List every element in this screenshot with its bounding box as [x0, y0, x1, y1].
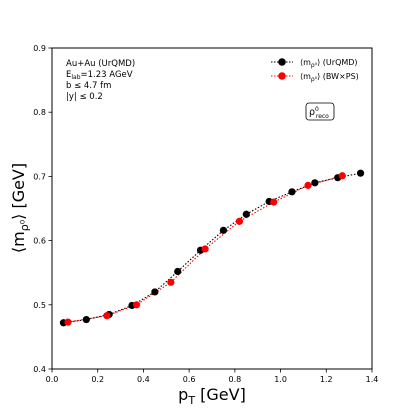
series-1-point	[304, 181, 312, 189]
series-1-point	[201, 245, 209, 253]
legend-label-urqmd: ⟨mρ⁰⟩ (UrQMD)	[300, 58, 358, 69]
series-0-point	[242, 210, 250, 218]
series-0-point	[219, 226, 228, 234]
series-layer	[59, 169, 365, 327]
y-tick-label: 0.8	[33, 108, 46, 117]
y-axis-ticks: 0.4 0.5 0.6 0.7 0.8 0.9	[33, 44, 52, 374]
series-1-point	[132, 301, 141, 309]
series-1-point	[64, 318, 72, 326]
rho-reco-tag-text: ρ0 reco	[309, 106, 329, 120]
y-tick-label: 0.6	[33, 237, 46, 246]
legend-label-bwps: ⟨mρ⁰⟩ (BW×PS)	[300, 72, 359, 83]
annotation-block: Au+Au (UrQMD) Elab=1.23 AGeV b ≤ 4.7 fm …	[66, 59, 135, 102]
rho-reco-tag-box	[305, 102, 335, 121]
series-0-point	[288, 188, 296, 196]
x-tick-label: 0.4	[137, 375, 150, 384]
y-tick-label: 0.5	[33, 301, 46, 310]
y-tick-label: 0.7	[33, 172, 46, 181]
series-1-point	[270, 198, 278, 206]
series-1-point	[338, 172, 346, 180]
x-tick-label: 0.8	[228, 375, 241, 384]
annotation-rapidity: |y| ≤ 0.2	[66, 92, 103, 102]
annotation-impact-parameter: b ≤ 4.7 fm	[66, 81, 111, 91]
y-axis-title: ⟨mρ⁰⟩ [GeV]	[9, 163, 31, 253]
series-0-point	[82, 315, 90, 324]
x-axis-ticks: 0.0 0.2 0.4 0.6 0.8 1.0 1.2 1.4	[46, 369, 379, 384]
series-0-point	[151, 288, 159, 296]
legend-marker-urqmd	[278, 58, 286, 66]
series-line-0	[63, 172, 361, 324]
series-1-point	[103, 312, 111, 320]
legend: ⟨mρ⁰⟩ (UrQMD) ⟨mρ⁰⟩ (BW×PS)	[271, 58, 359, 83]
x-axis-title: pT [GeV]	[178, 385, 246, 407]
annotation-energy: Elab=1.23 AGeV	[66, 70, 133, 81]
annotation-system: Au+Au (UrQMD)	[66, 59, 135, 69]
legend-marker-bwps	[278, 72, 286, 80]
series-1-point	[167, 278, 175, 286]
x-tick-label: 1.2	[320, 375, 333, 384]
series-0-point	[311, 179, 319, 187]
series-0-point	[356, 169, 365, 177]
x-tick-label: 0.0	[46, 375, 59, 384]
x-tick-label: 1.0	[274, 375, 287, 384]
y-tick-label: 0.9	[33, 44, 46, 53]
y-tick-label: 0.4	[33, 365, 46, 374]
plot-area-frame	[51, 47, 373, 370]
series-0-point	[174, 267, 182, 276]
x-tick-label: 1.4	[366, 375, 379, 384]
rho-reco-tag: ρ0 reco	[305, 102, 335, 121]
x-tick-label: 0.2	[91, 375, 104, 384]
x-tick-label: 0.6	[183, 375, 196, 384]
series-1-point	[235, 217, 244, 225]
